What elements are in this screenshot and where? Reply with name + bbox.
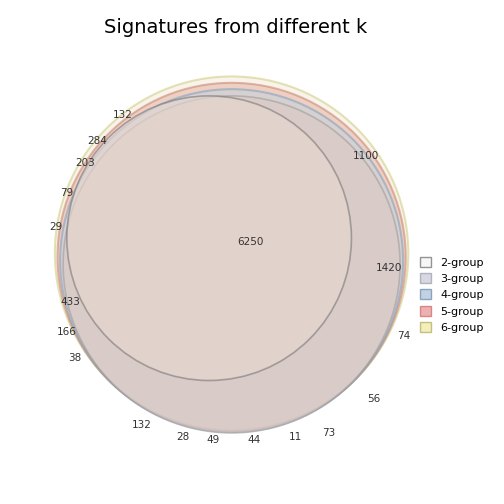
Circle shape <box>63 96 400 433</box>
Text: 203: 203 <box>76 158 95 168</box>
Text: 132: 132 <box>132 420 152 430</box>
Circle shape <box>67 96 351 381</box>
Text: 433: 433 <box>60 297 81 307</box>
Text: 11: 11 <box>289 431 302 442</box>
Text: 1100: 1100 <box>353 151 380 161</box>
Text: 28: 28 <box>176 431 190 442</box>
Circle shape <box>60 89 403 432</box>
Text: 56: 56 <box>367 394 381 404</box>
Text: 44: 44 <box>247 435 261 446</box>
Text: 38: 38 <box>68 353 81 363</box>
Text: 79: 79 <box>60 188 74 198</box>
Text: 49: 49 <box>206 435 220 446</box>
Circle shape <box>55 77 408 430</box>
Text: 132: 132 <box>113 110 133 119</box>
Text: 284: 284 <box>87 136 107 146</box>
Text: 166: 166 <box>57 327 77 337</box>
Legend: 2-group, 3-group, 4-group, 5-group, 6-group: 2-group, 3-group, 4-group, 5-group, 6-gr… <box>414 251 489 338</box>
Text: 6250: 6250 <box>237 237 264 247</box>
Text: 29: 29 <box>49 222 62 232</box>
Text: 74: 74 <box>397 331 410 341</box>
Title: Signatures from different k: Signatures from different k <box>104 18 367 37</box>
Text: 73: 73 <box>323 428 336 438</box>
Text: 1420: 1420 <box>375 263 402 273</box>
Circle shape <box>57 83 406 431</box>
